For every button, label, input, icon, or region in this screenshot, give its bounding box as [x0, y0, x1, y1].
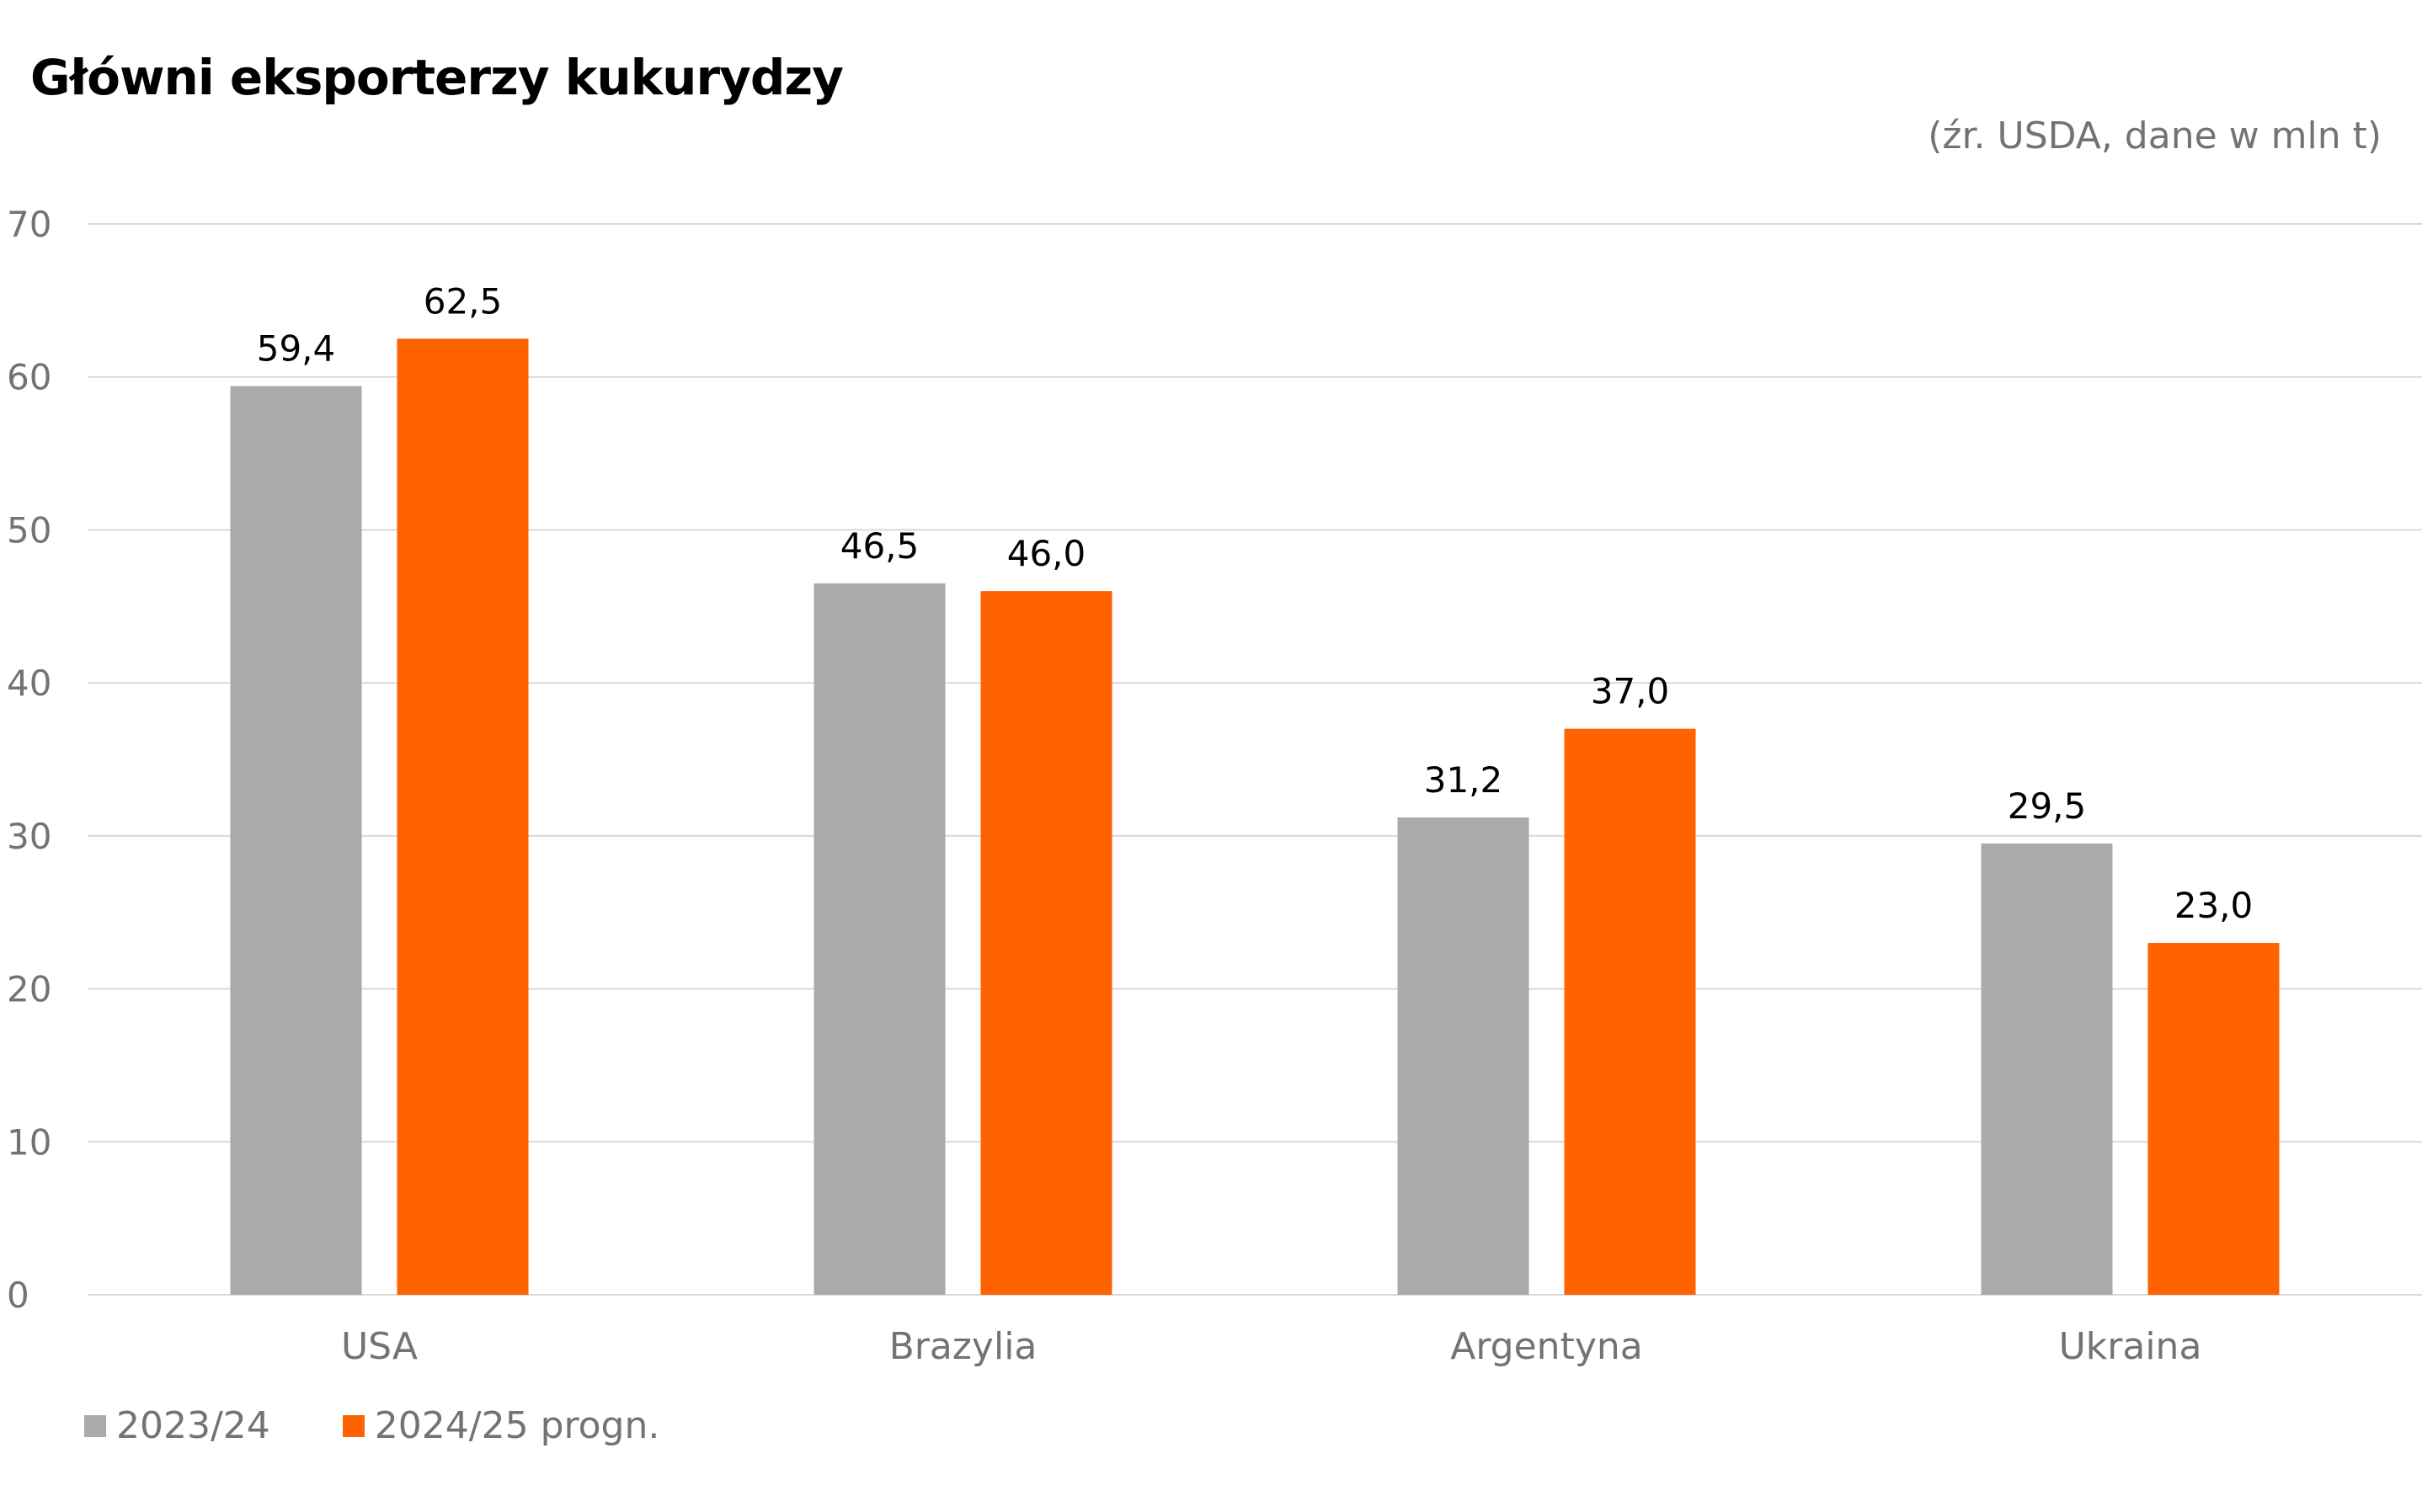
y-axis-ticks: 0 10 20 30 40 50 60 70 — [7, 204, 51, 1316]
bar[interactable] — [230, 386, 362, 1295]
x-axis-ticks: USA Brazylia Argentyna Ukraina — [341, 1325, 2201, 1368]
x-tick-label: Brazylia — [889, 1325, 1038, 1368]
bar[interactable] — [814, 583, 946, 1295]
data-label: 46,5 — [840, 525, 920, 567]
bar[interactable] — [1564, 728, 1696, 1295]
x-tick-label: Ukraina — [2059, 1325, 2202, 1368]
legend-item-2023-24[interactable]: 2023/24 — [84, 1404, 270, 1447]
x-tick-label: USA — [341, 1325, 418, 1368]
x-tick-label: Argentyna — [1450, 1325, 1642, 1368]
data-label: 23,0 — [2174, 885, 2254, 926]
y-tick-label: 60 — [7, 357, 51, 398]
bar[interactable] — [1397, 817, 1529, 1295]
legend: 2023/24 2024/25 progn. — [84, 1404, 732, 1447]
y-tick-label: 10 — [7, 1121, 51, 1163]
data-labels: 59,4 62,5 46,5 46,0 31,2 37,0 29,5 23,0 — [257, 280, 2254, 926]
data-label: 31,2 — [1424, 759, 1503, 801]
legend-item-2024-25[interactable]: 2024/25 progn. — [342, 1404, 660, 1447]
data-label: 46,0 — [1007, 533, 1086, 574]
bars — [230, 338, 2280, 1296]
data-label: 62,5 — [424, 280, 503, 322]
bar[interactable] — [980, 591, 1112, 1295]
y-tick-label: 70 — [7, 204, 51, 245]
legend-label-2024-25: 2024/25 progn. — [374, 1404, 660, 1447]
legend-swatch-grey — [84, 1414, 106, 1437]
chart-subtitle: (źr. USDA, dane w mln t) — [1928, 114, 2382, 157]
y-tick-label: 0 — [7, 1275, 29, 1316]
bar[interactable] — [2147, 943, 2280, 1295]
y-tick-label: 30 — [7, 816, 51, 857]
y-tick-label: 40 — [7, 663, 51, 704]
chart-title: Główni eksporterzy kukurydzy — [30, 49, 844, 106]
legend-swatch-orange — [342, 1414, 365, 1437]
bar[interactable] — [1981, 843, 2113, 1295]
y-tick-label: 50 — [7, 509, 51, 551]
data-label: 37,0 — [1591, 671, 1670, 712]
legend-label-2023-24: 2023/24 — [116, 1404, 270, 1447]
y-tick-label: 20 — [7, 969, 51, 1010]
bar[interactable] — [397, 338, 529, 1296]
data-label: 29,5 — [2008, 785, 2087, 827]
data-label: 59,4 — [257, 328, 336, 370]
